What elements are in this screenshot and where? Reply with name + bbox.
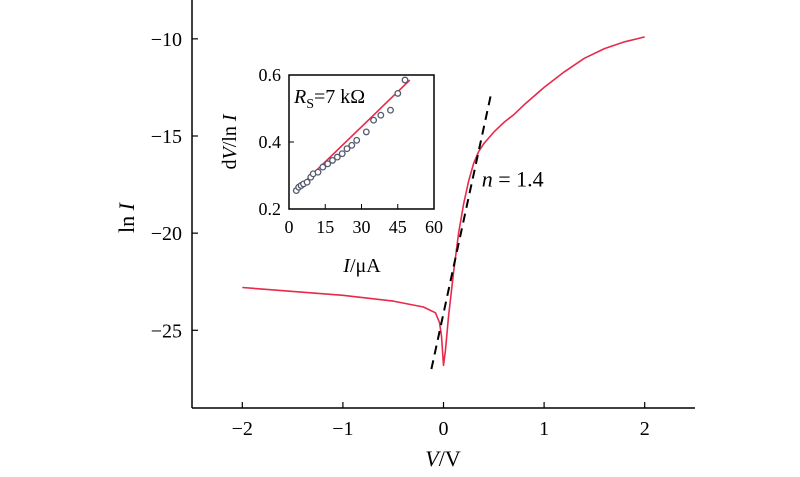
- main-y-tick-label: −10: [151, 29, 182, 51]
- inset-title: RS=7 kΩ: [293, 86, 365, 112]
- inset-y-ticks: 0.2 0.4 0.6: [259, 65, 294, 219]
- main-y-tick-label: −15: [151, 126, 182, 148]
- inset-x-tick-label: 60: [425, 217, 443, 237]
- inset-chart: 0 15 30 45 60 0.2 0.4 0.6 RS=7 kΩ I/μA dV/ln I: [219, 65, 443, 277]
- main-y-ticks: −10 −15 −20 −25: [151, 29, 198, 342]
- inset-x-axis-label: I/μA: [342, 255, 381, 277]
- inset-x-tick-label: 0: [285, 217, 294, 237]
- inset-data-point: [319, 163, 327, 171]
- main-x-tick-label: 2: [640, 418, 650, 440]
- inset-y-axis-label: dV/ln I: [219, 113, 241, 169]
- main-x-tick-label: 0: [439, 418, 449, 440]
- main-y-axis-label: ln I: [114, 201, 139, 233]
- inset-data-point: [377, 111, 385, 119]
- inset-data-point: [348, 141, 356, 149]
- inset-data-point: [353, 136, 361, 144]
- inset-x-tick-label: 15: [316, 217, 334, 237]
- inset-data-point: [324, 160, 332, 168]
- inset-y-tick-label: 0.6: [259, 65, 282, 85]
- inset-x-tick-label: 45: [389, 217, 407, 237]
- main-series: [242, 36, 645, 370]
- main-x-axis-label: V/V: [425, 446, 461, 471]
- ideality-fit-line: [430, 94, 492, 370]
- inset-data-point: [387, 106, 394, 114]
- ideality-factor-annotation: n = 1.4: [482, 167, 544, 192]
- inset-data-point: [362, 128, 370, 136]
- inset-data-point: [394, 89, 402, 97]
- inset-data-point: [314, 168, 322, 176]
- inset-data-point: [333, 153, 341, 161]
- main-y-tick-label: −25: [151, 320, 182, 342]
- inset-data-point: [370, 116, 378, 124]
- inset-data-point: [343, 145, 351, 153]
- main-x-ticks: −2 −1 0 1 2: [232, 402, 650, 440]
- inset-data-point: [338, 150, 346, 158]
- inset-data-point: [303, 178, 311, 186]
- main-y-tick-label: −20: [151, 223, 182, 245]
- main-x-tick-label: 1: [539, 418, 549, 440]
- inset-y-tick-label: 0.4: [259, 132, 282, 152]
- inset-x-ticks: 0 15 30 45 60: [285, 204, 443, 237]
- inset-data-point: [401, 76, 409, 84]
- inset-data-point: [329, 156, 336, 164]
- inset-series: [292, 76, 411, 195]
- main-x-tick-label: −2: [232, 418, 253, 440]
- inset-y-tick-label: 0.2: [259, 199, 282, 219]
- inset-x-tick-label: 30: [353, 217, 371, 237]
- main-x-tick-label: −1: [332, 418, 353, 440]
- iv-curve: [242, 36, 645, 367]
